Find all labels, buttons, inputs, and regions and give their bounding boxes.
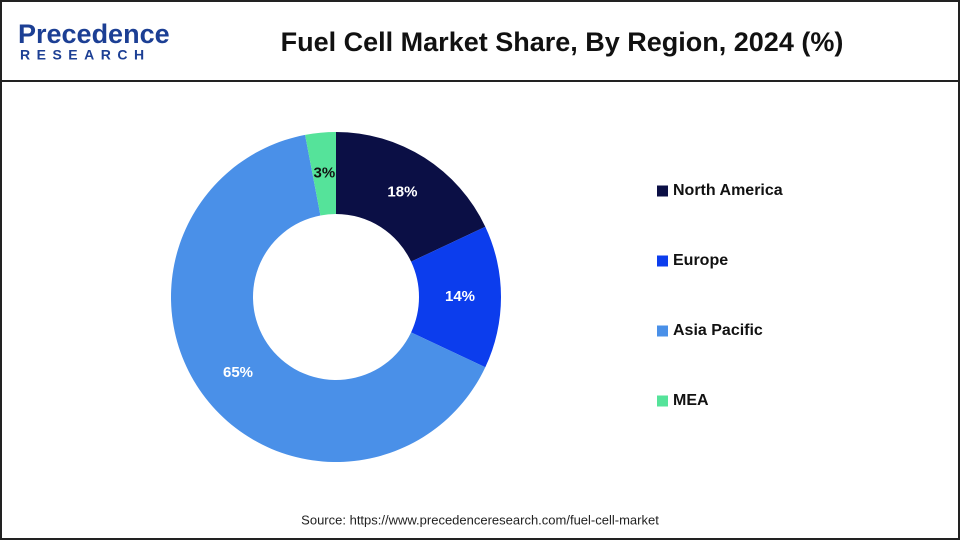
legend-swatch xyxy=(657,325,668,337)
legend-swatch xyxy=(657,185,668,197)
value-label: 14% xyxy=(445,288,475,305)
logo-name: Precedence xyxy=(18,19,170,49)
donut-slice xyxy=(411,226,501,368)
donut-slice xyxy=(170,134,486,462)
donut-slice xyxy=(305,132,336,216)
legend-label: Asia Pacific xyxy=(673,322,763,339)
legend-swatch xyxy=(657,395,668,407)
value-label: 3% xyxy=(313,165,335,182)
legend-label: MEA xyxy=(673,392,709,409)
value-label: 65% xyxy=(223,364,253,381)
value-label: 18% xyxy=(387,183,417,200)
legend-swatch xyxy=(657,255,668,267)
logo-tagline: RESEARCH xyxy=(20,47,151,63)
chart-title: Fuel Cell Market Share, By Region, 2024 … xyxy=(281,27,844,57)
legend-label: North America xyxy=(673,182,783,199)
source: Source: https://www.precedenceresearch.c… xyxy=(301,512,659,527)
donut-slice xyxy=(336,132,486,262)
legend-label: Europe xyxy=(673,252,728,269)
